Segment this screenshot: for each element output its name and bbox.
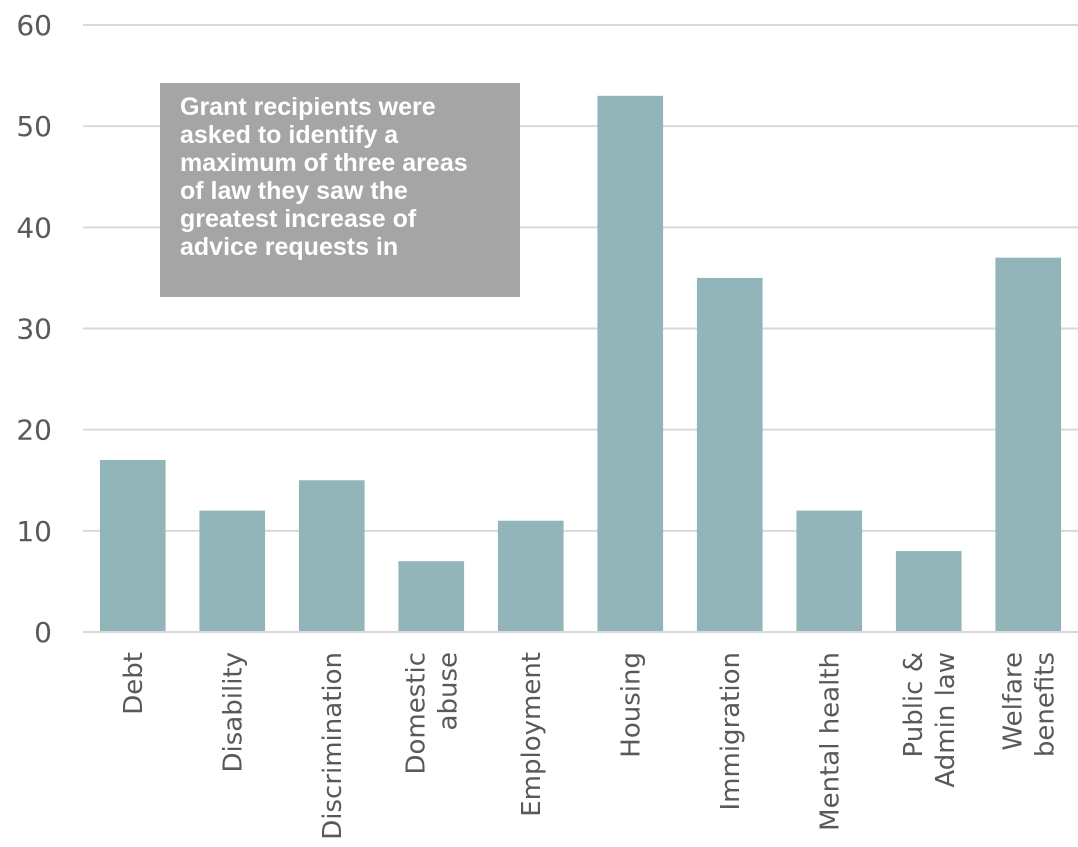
x-tick-label: Housing — [616, 652, 646, 758]
x-tick-label: Debt — [119, 652, 149, 715]
y-tick-label: 50 — [16, 110, 52, 143]
y-axis-ticks: 0 10 20 30 40 50 60 — [16, 9, 52, 649]
annotation-text: Grant recipients were asked to identify … — [180, 93, 468, 261]
x-tick-label: Mental health — [815, 652, 845, 831]
y-tick-label: 10 — [16, 515, 52, 548]
annotation-box: Grant recipients were asked to identify … — [160, 83, 520, 297]
bar-7 — [796, 510, 863, 632]
x-tick-label: Discrimination — [318, 652, 348, 840]
x-tick-label: Domesticabuse — [401, 652, 463, 775]
x-tick-label: Employment — [517, 652, 547, 817]
x-tick-label: Immigration — [716, 652, 746, 810]
bar-3 — [398, 561, 465, 632]
x-tick-label: Disability — [218, 652, 248, 772]
bar-8 — [895, 551, 962, 632]
bar-1 — [199, 510, 266, 632]
x-axis-labels: Debt Disability Discrimination Domesticabus… — [119, 652, 1061, 840]
y-tick-label: 40 — [16, 211, 52, 244]
bar-5 — [597, 95, 664, 633]
x-tick-label: Welfarebenefits — [998, 652, 1060, 757]
y-tick-label: 60 — [16, 9, 52, 42]
x-tick-label: Public &Admin law — [899, 652, 961, 788]
y-tick-label: 20 — [16, 414, 52, 447]
bar-0 — [99, 460, 166, 632]
bars — [99, 95, 1062, 633]
bar-4 — [497, 520, 564, 632]
bar-9 — [995, 257, 1062, 632]
bar-6 — [696, 277, 763, 632]
y-tick-label: 0 — [34, 616, 52, 649]
y-tick-label: 30 — [16, 313, 52, 346]
bar-2 — [298, 480, 365, 632]
